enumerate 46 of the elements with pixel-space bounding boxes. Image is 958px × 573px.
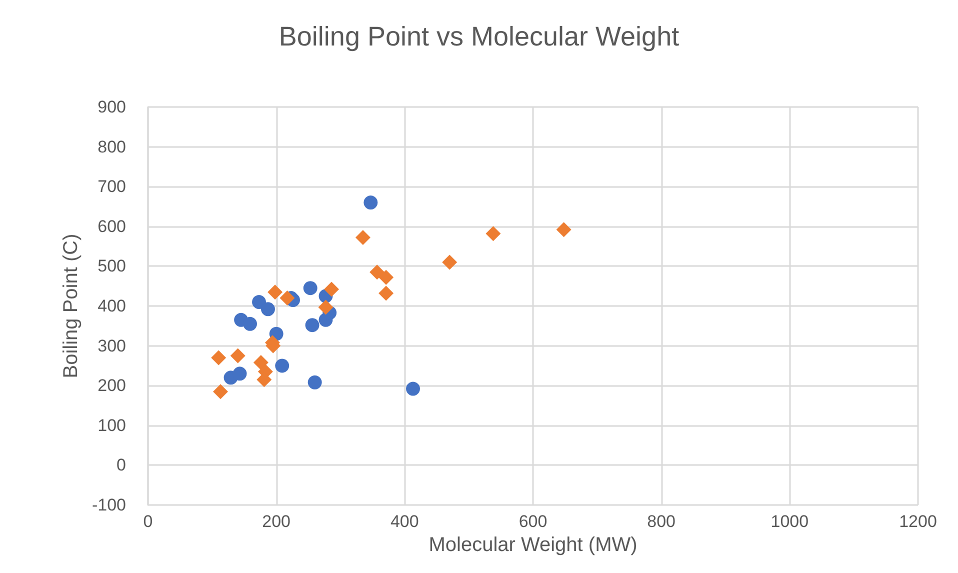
- point: [486, 226, 501, 242]
- point: [230, 348, 246, 364]
- y-axis-title: Boiling Point (C): [60, 234, 82, 378]
- point: [378, 286, 394, 301]
- point: [370, 264, 385, 280]
- x-tick-label: 1200: [899, 512, 937, 531]
- x-tick-label: 400: [390, 512, 419, 531]
- point: [275, 358, 290, 373]
- point: [253, 355, 268, 370]
- y-tick-label: 600: [98, 216, 126, 236]
- point: [556, 222, 572, 238]
- y-tick-label: 300: [98, 336, 126, 356]
- point: [280, 290, 295, 306]
- chart-title: Boiling Point vs Molecular Weight: [278, 22, 680, 52]
- y-tick-label: 0: [116, 456, 126, 475]
- y-tick-label: -100: [92, 496, 126, 514]
- point: [303, 281, 318, 296]
- y-tick-label: 800: [98, 137, 126, 156]
- point: [261, 302, 275, 316]
- y-tick-label: 500: [98, 256, 126, 276]
- point: [243, 316, 258, 331]
- x-tick-label: 0: [143, 512, 153, 531]
- point: [364, 196, 378, 210]
- point: [442, 254, 458, 270]
- y-tick-label: 700: [98, 177, 126, 196]
- point: [232, 366, 247, 381]
- point: [318, 300, 334, 315]
- x-tick-label: 600: [518, 512, 548, 531]
- point: [305, 318, 320, 332]
- point: [308, 375, 322, 390]
- point: [406, 382, 420, 396]
- x-axis-title: Molecular Weight (MW): [428, 534, 638, 556]
- point: [211, 350, 226, 366]
- point: [252, 295, 266, 310]
- x-tick-label: 800: [647, 512, 676, 531]
- y-tick-label: 900: [98, 98, 126, 116]
- x-tick-label: 1000: [770, 512, 809, 531]
- point: [213, 384, 228, 400]
- y-tick-label: 100: [98, 416, 126, 435]
- point: [355, 230, 370, 246]
- x-tick-label: 200: [262, 512, 291, 531]
- y-tick-label: 200: [98, 376, 126, 396]
- point: [378, 270, 394, 285]
- point: [268, 284, 283, 300]
- point: [324, 282, 340, 297]
- y-tick-label: 400: [98, 296, 126, 316]
